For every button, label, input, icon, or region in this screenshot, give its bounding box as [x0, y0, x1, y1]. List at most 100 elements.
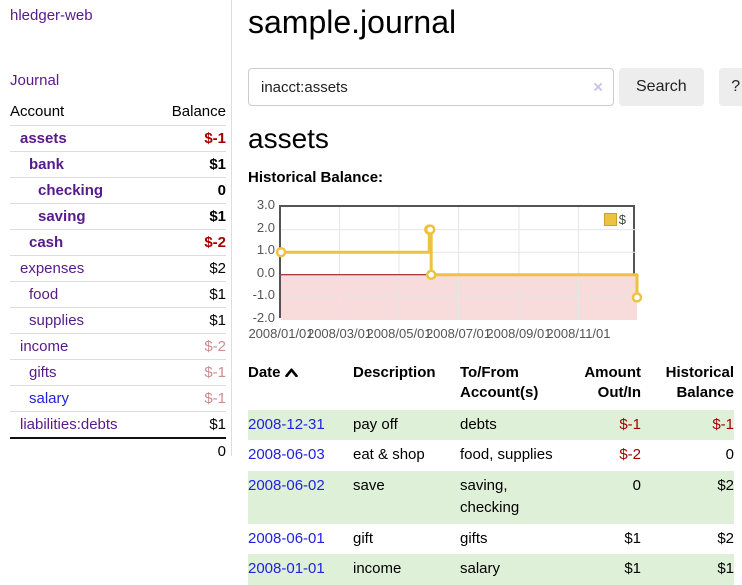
account-link[interactable]: liabilities:debts: [20, 416, 118, 433]
account-link[interactable]: supplies: [29, 312, 85, 329]
account-link[interactable]: income: [20, 338, 69, 355]
account-link[interactable]: salary: [29, 390, 70, 407]
register-amount: $-1: [619, 415, 641, 433]
register-accounts: food, supplies: [460, 446, 553, 463]
account-link[interactable]: assets: [20, 130, 67, 147]
account-row: supplies $1: [10, 307, 226, 334]
account-row: food $1: [10, 281, 226, 308]
account-row: salary $-1: [10, 385, 226, 412]
accounts-header-balance: Balance: [171, 103, 226, 120]
register-header-amount: Amount Out/In: [569, 361, 649, 410]
search-form: × Search ?: [248, 68, 742, 106]
account-balance: $1: [153, 203, 226, 230]
y-tick-label: -1.0: [252, 287, 275, 303]
register-balance: 0: [725, 446, 734, 463]
account-row: gifts $-1: [10, 359, 226, 386]
register-header-date[interactable]: Date: [248, 361, 345, 410]
account-row: liabilities:debts $1: [10, 411, 226, 438]
balance-chart: 3.0 2.0 1.0 0.0 -1.0 -2.0 $ 2008/01/01 2008/03…: [248, 197, 668, 348]
register-date-link[interactable]: 2008-01-01: [248, 560, 325, 577]
chart-title: Historical Balance:: [248, 169, 384, 186]
register-amount: $1: [624, 529, 641, 547]
register-accounts: debts: [460, 415, 497, 433]
register-accounts: saving, checking: [460, 476, 520, 517]
x-tick-label: 2008/05/01: [366, 326, 432, 341]
register-row: 2008-12-31 pay off debts $-1 $-1: [248, 409, 734, 440]
account-link[interactable]: gifts: [29, 364, 57, 381]
clear-search-icon[interactable]: ×: [593, 77, 603, 97]
y-tick-label: 1.0: [256, 242, 275, 258]
search-button[interactable]: Search: [619, 68, 704, 106]
sidebar-item-journal[interactable]: Journal: [10, 72, 60, 89]
register-balance: $2: [717, 476, 734, 494]
y-tick-label: 2.0: [256, 219, 275, 235]
account-balance: $2: [153, 255, 226, 282]
y-tick-label: 3.0: [256, 197, 275, 212]
register-balance: $1: [717, 560, 734, 577]
chart-plot-area: $: [275, 205, 643, 320]
search-input[interactable]: [248, 68, 614, 106]
register-date-link[interactable]: 2008-12-31: [248, 415, 325, 433]
account-row: checking 0: [10, 177, 226, 204]
register-description: gift: [353, 529, 374, 547]
account-balance: $1: [153, 281, 226, 308]
register-amount: $-2: [619, 446, 641, 463]
register-table: Date Description To/From Account(s) Amou…: [248, 361, 734, 585]
page-title: sample.journal: [248, 4, 457, 40]
register-header-description: Description: [345, 361, 452, 410]
register-amount: 0: [632, 476, 641, 494]
register-date-link[interactable]: 2008-06-02: [248, 476, 325, 494]
app-title-link[interactable]: hledger-web: [10, 7, 93, 24]
account-balance: $1: [153, 151, 226, 178]
account-row: assets $-1: [10, 125, 226, 152]
account-row: expenses $2: [10, 255, 226, 282]
register-date-link[interactable]: 2008-06-01: [248, 529, 325, 547]
register-date-link[interactable]: 2008-06-03: [248, 446, 325, 463]
register-row: 2008-06-02 save saving, checking 0 $2: [248, 470, 734, 524]
main-pane: sample.journal × Search ? assets Histori…: [232, 0, 742, 585]
account-balance: $-1: [153, 359, 226, 386]
accounts-total-value: 0: [153, 437, 226, 464]
accounts-header-account: Account: [10, 103, 65, 120]
x-tick-label: 2008/03/01: [306, 326, 373, 341]
account-row: bank $1: [10, 151, 226, 178]
account-balance: $-2: [153, 229, 226, 256]
x-tick-label: 2008/11/01: [546, 326, 611, 341]
register-description: income: [353, 560, 402, 577]
account-link[interactable]: saving: [38, 208, 86, 225]
register-description: pay off: [353, 415, 398, 433]
account-link[interactable]: expenses: [20, 260, 85, 277]
account-row: income $-2: [10, 333, 226, 360]
register-row: 2008-06-03 eat & shop food, supplies $-2…: [248, 440, 734, 471]
x-tick-label: 2008/07/01: [425, 326, 492, 341]
register-amount: $1: [624, 560, 641, 577]
account-link[interactable]: bank: [29, 156, 65, 173]
account-link[interactable]: cash: [29, 234, 64, 251]
y-tick-label: 0.0: [256, 264, 275, 280]
account-balance: $-1: [153, 385, 226, 412]
register-accounts: gifts: [460, 529, 488, 547]
account-balance: 0: [153, 177, 226, 204]
account-heading: assets: [248, 123, 329, 154]
legend-label: $: [618, 212, 626, 227]
account-balance: $-1: [153, 125, 226, 152]
account-link[interactable]: checking: [38, 182, 104, 199]
register-description: eat & shop: [353, 446, 425, 463]
account-balance: $1: [153, 411, 226, 438]
register-balance: $-1: [712, 415, 734, 433]
chart-canvas: [275, 207, 643, 320]
account-link[interactable]: food: [29, 286, 59, 303]
legend-swatch-icon: [603, 213, 617, 226]
account-balance: $-2: [153, 333, 226, 360]
register-description: save: [353, 476, 385, 494]
register-header-balance: Historical Balance: [649, 361, 734, 410]
help-button[interactable]: ?: [718, 68, 742, 106]
sort-ascending-icon: [284, 368, 298, 378]
register-row: 2008-06-01 gift gifts $1 $2: [248, 524, 734, 555]
chart-legend: $: [601, 211, 628, 228]
account-row: saving $1: [10, 203, 226, 230]
register-balance: $2: [717, 529, 734, 547]
account-row: cash $-2: [10, 229, 226, 256]
register-accounts: salary: [460, 560, 501, 577]
x-tick-label: 2008/09/01: [486, 326, 552, 341]
